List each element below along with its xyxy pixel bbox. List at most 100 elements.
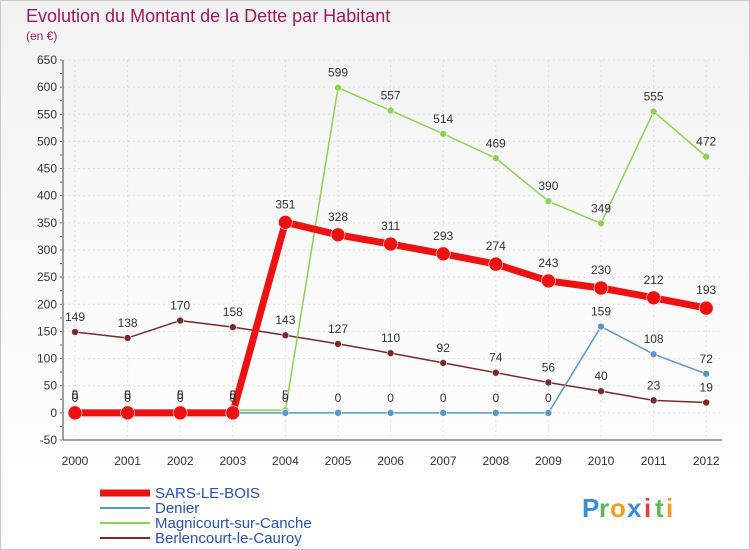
data-label: 557 (381, 88, 401, 102)
data-point (544, 197, 553, 205)
data-label: 469 (486, 136, 506, 150)
logo-letter: t (655, 493, 664, 523)
y-tick-label: 250 (37, 270, 57, 284)
data-point (176, 316, 184, 325)
y-tick-label: 150 (37, 324, 57, 338)
data-label: 0 (72, 388, 79, 402)
data-point (702, 398, 711, 407)
data-point (386, 349, 395, 357)
data-point (334, 83, 342, 92)
data-point (649, 107, 658, 116)
data-point (334, 340, 342, 348)
data-point (649, 396, 658, 405)
legend-label: Berlencourt-le-Cauroy (155, 530, 302, 547)
data-point (120, 405, 135, 421)
x-tick-label: 2002 (167, 454, 194, 468)
data-label: 0 (229, 391, 236, 405)
data-point (172, 405, 188, 421)
x-tick-label: 2005 (325, 454, 352, 468)
data-label: 472 (696, 135, 716, 149)
y-tick-label: 450 (37, 162, 57, 176)
y-tick-label: 400 (37, 189, 57, 203)
data-label: 0 (177, 388, 184, 402)
data-label: 351 (275, 197, 295, 211)
data-label: 0 (229, 388, 236, 402)
data-label: 328 (328, 210, 348, 224)
data-point (334, 409, 342, 417)
x-tick-label: 2010 (588, 454, 615, 468)
data-label: 0 (335, 391, 342, 405)
data-label: 0 (72, 391, 79, 405)
data-point (439, 130, 448, 138)
data-label: 274 (486, 239, 506, 253)
y-tick-label: 50 (44, 379, 58, 393)
data-label: 230 (591, 263, 611, 277)
data-label: 72 (700, 352, 714, 366)
y-tick-label: 0 (50, 406, 57, 420)
unit-label: (en €) (26, 29, 57, 43)
data-label: 5 (124, 388, 131, 402)
data-point (435, 246, 451, 262)
x-tick-label: 2000 (62, 454, 89, 468)
logo-letter: x (627, 493, 642, 523)
data-point (386, 409, 395, 417)
data-label: 514 (433, 112, 453, 126)
data-label: 0 (282, 391, 289, 405)
data-label: 170 (170, 299, 190, 313)
data-point (649, 350, 658, 359)
data-label: 599 (328, 66, 348, 80)
x-tick-label: 2009 (535, 454, 562, 468)
y-tick-label: -50 (40, 433, 58, 447)
y-tick-label: 350 (37, 216, 57, 230)
data-label: 293 (433, 229, 453, 243)
data-label: 349 (591, 201, 611, 215)
data-label: 92 (437, 341, 451, 355)
data-point (541, 273, 556, 289)
data-label: 5 (282, 388, 289, 402)
data-label: 0 (492, 391, 499, 405)
y-tick-label: 600 (37, 80, 57, 94)
data-label: 212 (644, 273, 664, 287)
data-label: 243 (538, 256, 558, 270)
data-label: 193 (696, 283, 716, 297)
data-point (702, 152, 711, 161)
logo-letter: r (599, 493, 609, 523)
data-label: 0 (177, 391, 184, 405)
data-point (597, 387, 605, 395)
data-label: 19 (700, 381, 714, 395)
data-point (593, 280, 609, 296)
data-point (229, 323, 237, 331)
data-label: 0 (387, 391, 394, 405)
data-label: 5 (229, 388, 236, 402)
logo-letter: o (610, 493, 626, 523)
data-label: 74 (489, 351, 503, 365)
data-point (597, 219, 605, 228)
data-point (439, 359, 448, 367)
x-tick-label: 2007 (430, 454, 457, 468)
logo-letter: P (582, 493, 599, 523)
data-point (597, 322, 605, 331)
logo-letter: i (666, 493, 673, 523)
legend-label: SARS-LE-BOIS (155, 485, 260, 502)
data-point (491, 409, 500, 417)
logo-letter: i (644, 493, 651, 523)
data-label: 40 (594, 369, 608, 383)
data-label: 5 (177, 388, 184, 402)
axes: -500501001502002503003504004505005506006… (37, 53, 722, 468)
data-point (330, 227, 346, 243)
data-label: 143 (275, 313, 295, 327)
data-point (439, 409, 448, 417)
data-label: 5 (72, 388, 79, 402)
chart-title: Evolution du Montant de la Dette par Hab… (26, 6, 390, 26)
series-layer (67, 83, 714, 421)
x-tick-label: 2008 (482, 454, 509, 468)
data-point (544, 378, 553, 387)
data-label: 23 (647, 378, 661, 392)
data-label: 0 (124, 388, 131, 402)
data-point (698, 300, 714, 316)
y-tick-label: 200 (37, 297, 57, 311)
data-label: 110 (381, 331, 400, 345)
